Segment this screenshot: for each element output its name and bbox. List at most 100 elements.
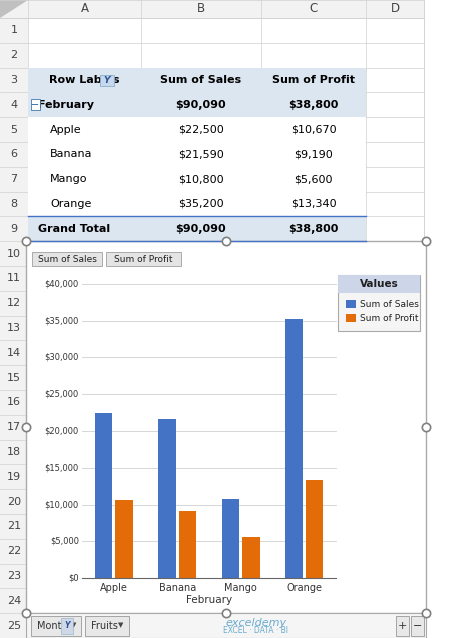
- Text: 22: 22: [7, 546, 21, 556]
- Text: Sum of Sales: Sum of Sales: [360, 300, 419, 309]
- Text: 16: 16: [7, 397, 21, 408]
- Text: −: −: [31, 100, 39, 110]
- Text: Mango: Mango: [50, 174, 88, 184]
- Text: 4: 4: [10, 100, 18, 110]
- Text: Banana: Banana: [50, 149, 92, 160]
- Bar: [222, 499, 239, 578]
- Bar: [28, 191, 366, 216]
- Text: +: +: [398, 621, 407, 630]
- Bar: [100, 75, 114, 86]
- Text: 20: 20: [7, 496, 21, 507]
- Bar: [338, 275, 420, 331]
- Text: February: February: [38, 100, 94, 110]
- Text: $21,590: $21,590: [178, 149, 224, 160]
- Text: Sum of Sales: Sum of Sales: [37, 255, 96, 263]
- Text: $0: $0: [68, 574, 79, 582]
- Bar: [26, 241, 426, 613]
- Text: $40,000: $40,000: [45, 279, 79, 288]
- Bar: [396, 616, 409, 635]
- Bar: [26, 613, 426, 638]
- Bar: [95, 413, 112, 578]
- Text: 12: 12: [7, 298, 21, 308]
- Bar: [28, 68, 366, 93]
- Text: 3: 3: [10, 75, 18, 85]
- Bar: [346, 300, 356, 308]
- Bar: [158, 419, 176, 578]
- Bar: [28, 117, 366, 142]
- Text: 9: 9: [10, 224, 18, 234]
- Text: 11: 11: [7, 274, 21, 283]
- Text: 19: 19: [7, 471, 21, 482]
- Text: 21: 21: [7, 521, 21, 531]
- Bar: [338, 275, 420, 293]
- Text: Y: Y: [104, 76, 110, 85]
- Text: $5,000: $5,000: [50, 537, 79, 546]
- Text: Grand Total: Grand Total: [38, 224, 110, 234]
- Text: $30,000: $30,000: [45, 353, 79, 362]
- Bar: [28, 142, 366, 167]
- Text: 8: 8: [10, 199, 18, 209]
- Bar: [346, 314, 356, 322]
- Text: $35,000: $35,000: [45, 316, 79, 325]
- Bar: [61, 618, 73, 634]
- Text: $20,000: $20,000: [45, 427, 79, 436]
- Text: Row Labels: Row Labels: [49, 75, 120, 85]
- Text: 14: 14: [7, 348, 21, 358]
- Text: 18: 18: [7, 447, 21, 457]
- Text: Values: Values: [360, 279, 398, 289]
- Text: $38,800: $38,800: [288, 224, 339, 234]
- Bar: [32, 252, 102, 266]
- Text: $5,600: $5,600: [294, 174, 333, 184]
- Bar: [411, 616, 424, 635]
- Text: Sum of Profit: Sum of Profit: [360, 314, 419, 323]
- Text: 13: 13: [7, 323, 21, 333]
- Text: $10,000: $10,000: [45, 500, 79, 509]
- Text: Sum of Profit: Sum of Profit: [272, 75, 355, 85]
- Text: EXCEL · DATA · BI: EXCEL · DATA · BI: [224, 626, 289, 635]
- Text: $25,000: $25,000: [45, 390, 79, 399]
- Text: Sum of Sales: Sum of Sales: [160, 75, 242, 85]
- Bar: [106, 252, 181, 266]
- Text: 17: 17: [7, 422, 21, 432]
- Bar: [0, 0, 424, 18]
- Text: 10: 10: [7, 249, 21, 258]
- Polygon shape: [0, 0, 28, 18]
- Bar: [85, 616, 129, 635]
- Bar: [28, 216, 366, 241]
- Text: B: B: [197, 3, 205, 15]
- Text: −: −: [413, 621, 422, 630]
- Text: Apple: Apple: [50, 124, 82, 135]
- Text: 6: 6: [10, 149, 18, 160]
- Text: 2: 2: [10, 50, 18, 60]
- Bar: [0, 18, 28, 638]
- Text: 25: 25: [7, 621, 21, 630]
- Text: 23: 23: [7, 571, 21, 581]
- Bar: [285, 319, 303, 578]
- Text: D: D: [391, 3, 400, 15]
- Bar: [242, 537, 260, 578]
- Text: $38,800: $38,800: [288, 100, 339, 110]
- Text: Y: Y: [64, 621, 70, 630]
- Text: $22,500: $22,500: [178, 124, 224, 135]
- Text: $15,000: $15,000: [45, 463, 79, 472]
- Text: ▼: ▼: [71, 623, 77, 628]
- Text: exceldemy: exceldemy: [226, 618, 287, 628]
- Text: ▼: ▼: [118, 623, 124, 628]
- Text: 15: 15: [7, 373, 21, 383]
- Text: 24: 24: [7, 596, 21, 606]
- Text: Orange: Orange: [50, 199, 91, 209]
- Bar: [28, 93, 366, 117]
- Bar: [179, 510, 196, 578]
- Text: $35,200: $35,200: [178, 199, 224, 209]
- Text: $10,670: $10,670: [291, 124, 337, 135]
- Text: A: A: [81, 3, 89, 15]
- Text: Mango: Mango: [224, 583, 257, 593]
- Bar: [31, 616, 81, 635]
- Text: $10,800: $10,800: [178, 174, 224, 184]
- Text: February: February: [186, 595, 232, 605]
- Text: 7: 7: [10, 174, 18, 184]
- Text: 5: 5: [10, 124, 18, 135]
- Text: Fruits: Fruits: [91, 621, 118, 630]
- Text: Apple: Apple: [100, 583, 128, 593]
- Bar: [306, 480, 323, 578]
